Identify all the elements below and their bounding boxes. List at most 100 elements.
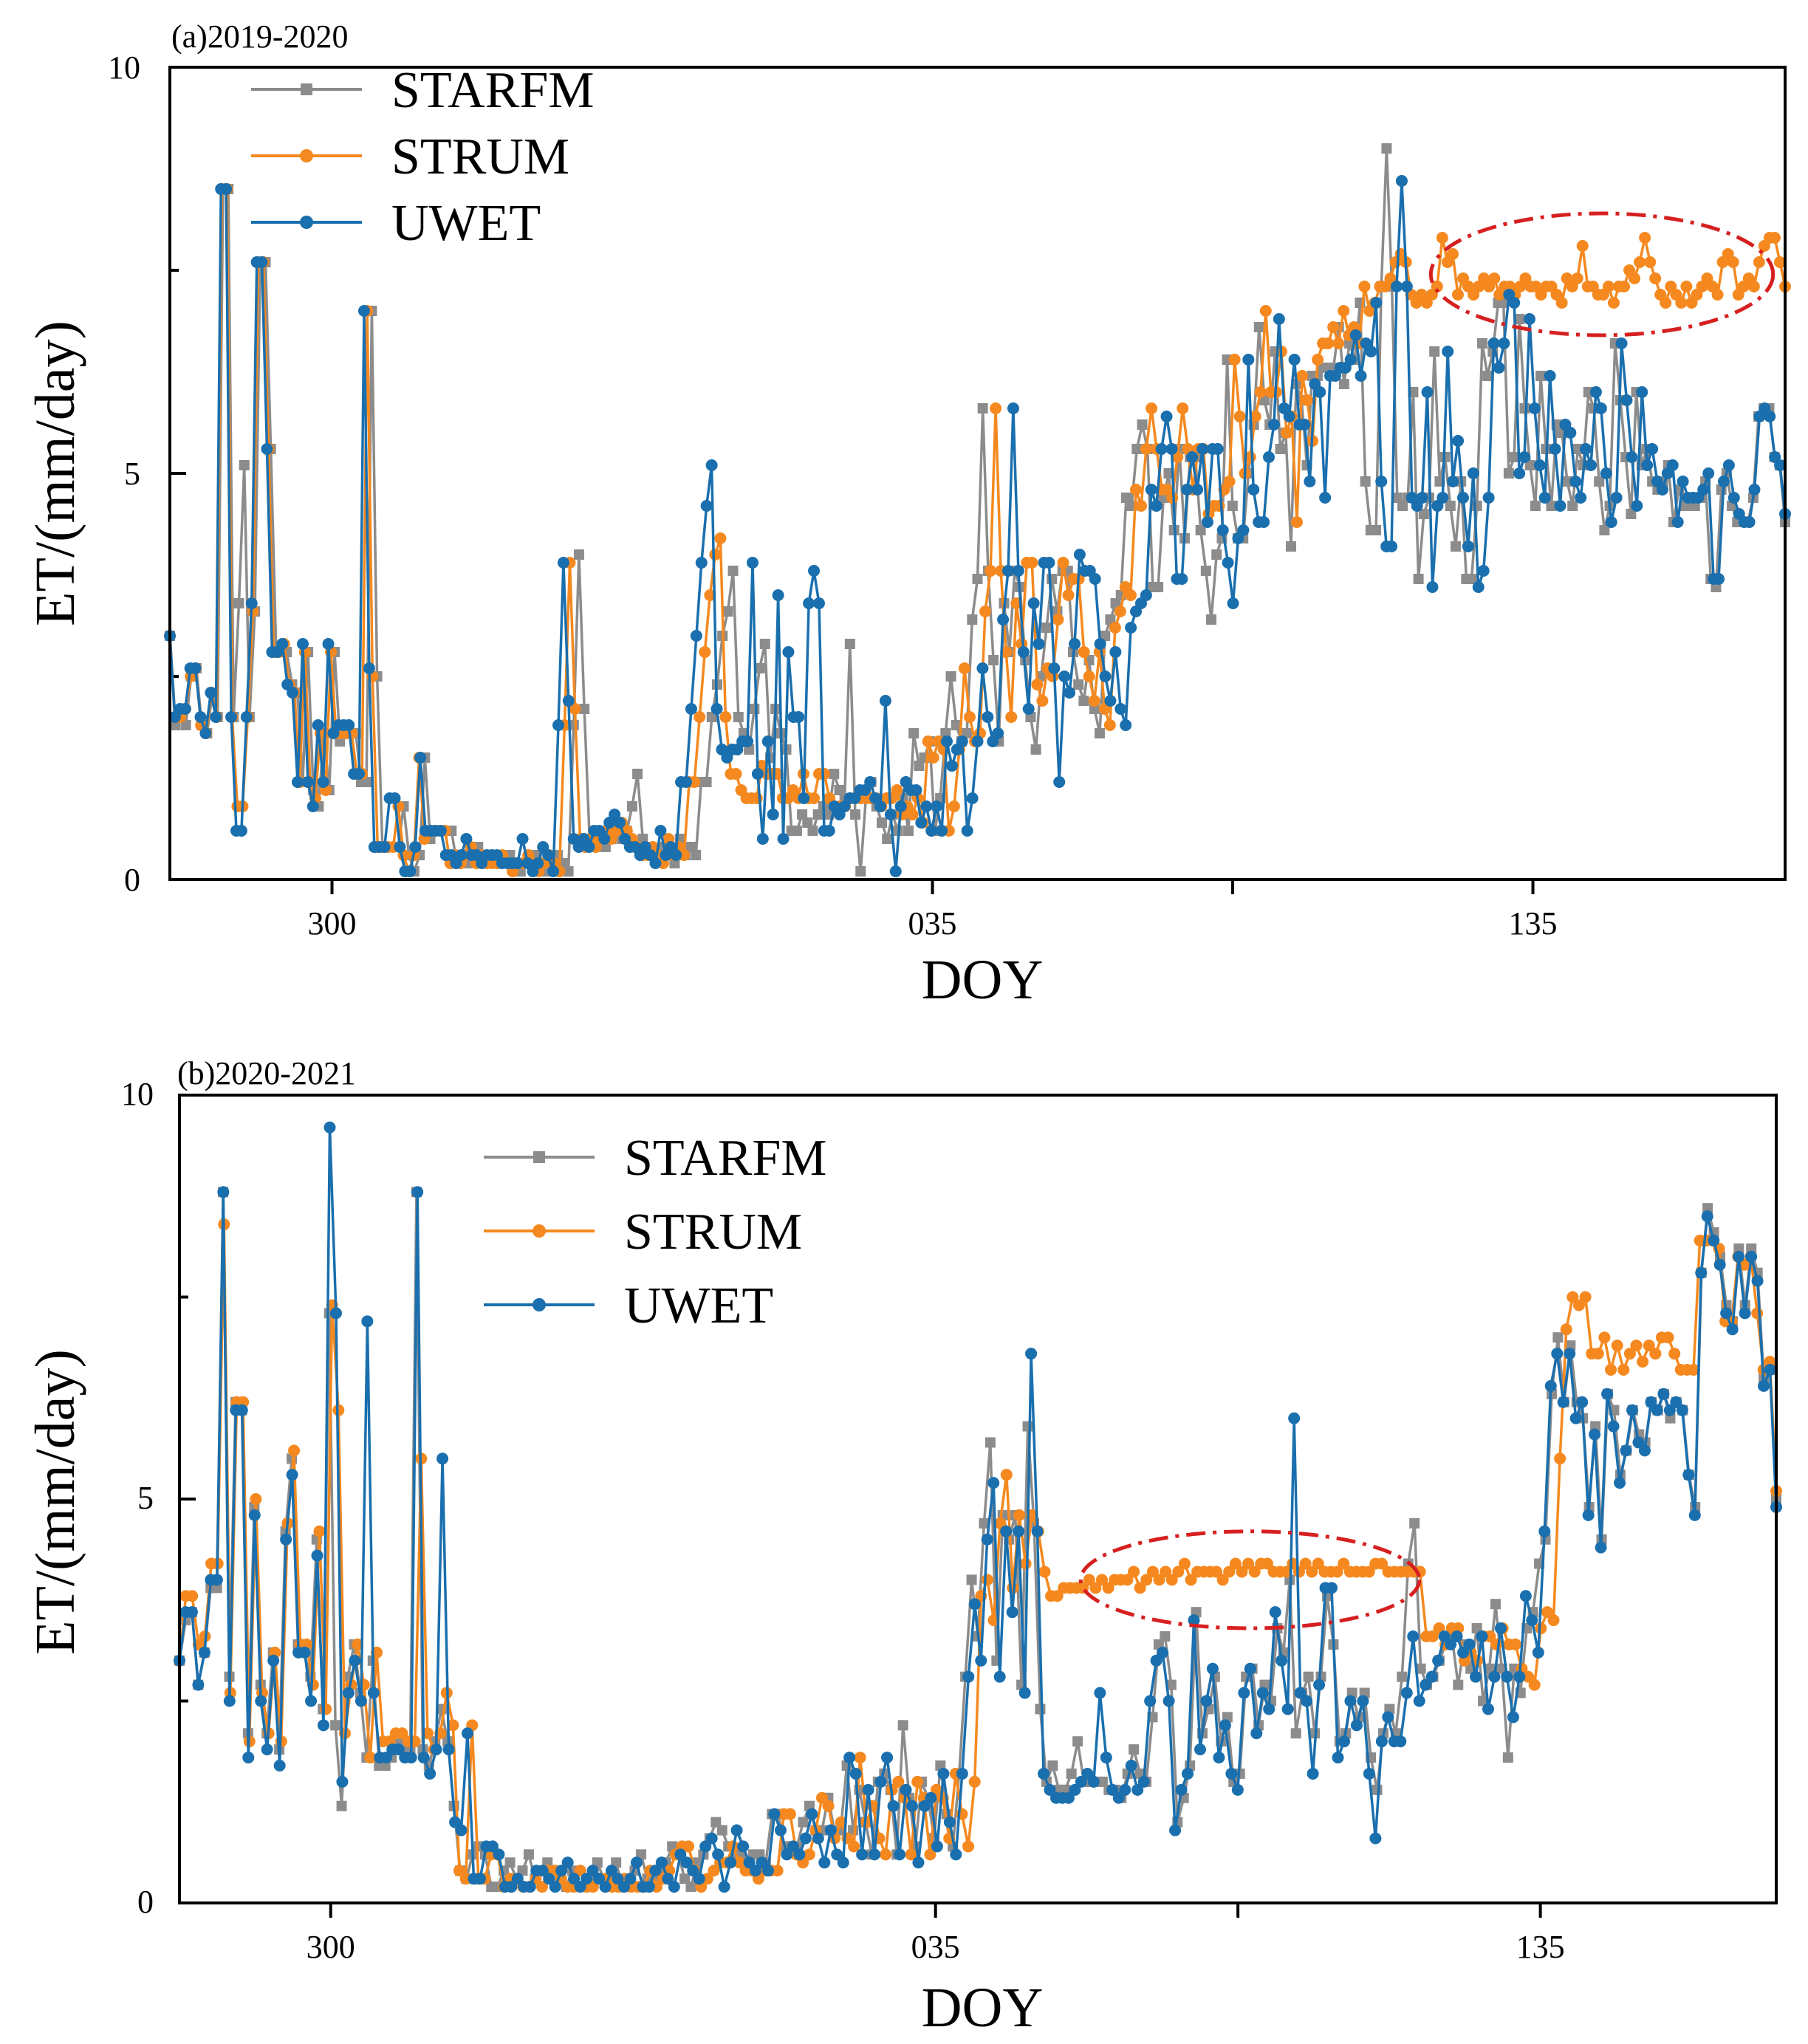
panel-a-point-uwet xyxy=(1349,329,1362,341)
panel-b-point-starfm xyxy=(1471,1623,1482,1634)
panel-a-point-starfm xyxy=(1530,501,1541,511)
panel-b-point-uwet xyxy=(705,1832,718,1845)
panel-a-point-uwet xyxy=(654,825,667,837)
panel-b-point-strum xyxy=(364,1752,377,1764)
panel-a-point-uwet xyxy=(1094,638,1106,650)
panel-b-point-starfm xyxy=(330,1720,341,1731)
panel-b-point-strum xyxy=(1153,1574,1165,1586)
panel-b-point-strum xyxy=(586,1881,599,1893)
panel-a-point-uwet xyxy=(1222,557,1234,569)
panel-a-point-strum xyxy=(1618,281,1631,292)
panel-a-highlight-ellipse xyxy=(1428,211,1776,337)
panel-a-point-strum xyxy=(1135,500,1148,512)
panel-b-point-uwet xyxy=(1275,1654,1288,1667)
panel-a-point-uwet xyxy=(1416,492,1428,504)
panel-a-point-uwet xyxy=(614,817,626,829)
panel-a-point-uwet xyxy=(1666,459,1679,471)
panel-b-point-uwet xyxy=(1363,1767,1375,1780)
panel-b-point-uwet xyxy=(1432,1654,1445,1667)
panel-b-point-uwet xyxy=(712,1848,725,1861)
panel-a-point-starfm xyxy=(1445,501,1456,511)
panel-a-point-starfm xyxy=(908,728,920,738)
panel-a-point-starfm xyxy=(802,817,813,828)
panel-b-point-strum xyxy=(1617,1363,1630,1376)
panel-b-point-uwet xyxy=(511,1873,524,1885)
panel-b-point-uwet xyxy=(1688,1509,1701,1521)
panel-b-point-uwet xyxy=(668,1881,680,1893)
panel-a-x-axis-title: DOY xyxy=(922,949,1044,1011)
panel-b-point-strum xyxy=(784,1808,796,1820)
panel-b-point-uwet xyxy=(1131,1783,1144,1796)
panel-a-point-uwet xyxy=(1626,451,1638,463)
panel-a-legend-item-strum: STRUM xyxy=(251,128,569,185)
panel-b-legend-marker-uwet xyxy=(533,1298,546,1311)
panel-a-point-uwet xyxy=(1370,297,1383,309)
panel-b-point-uwet xyxy=(1513,1670,1526,1683)
panel-a-point-uwet xyxy=(1697,484,1710,495)
panel-a-point-uwet xyxy=(1125,622,1137,634)
panel-b-point-uwet xyxy=(1538,1525,1551,1537)
panel-b-point-uwet xyxy=(718,1881,730,1893)
panel-a-point-strum xyxy=(1602,281,1614,292)
panel-a-point-uwet xyxy=(649,857,662,869)
panel-b-point-uwet xyxy=(1764,1363,1776,1376)
panel-a-point-uwet xyxy=(1452,435,1465,447)
panel-a-point-uwet xyxy=(1140,589,1152,601)
panel-a-point-uwet xyxy=(1764,411,1776,422)
panel-a-point-uwet xyxy=(1181,484,1194,495)
panel-b-point-uwet xyxy=(1488,1670,1501,1683)
panel-a-point-uwet xyxy=(976,662,989,674)
panel-a-point-starfm xyxy=(706,712,717,722)
panel-a-point-starfm xyxy=(1599,525,1610,535)
panel-b-point-starfm xyxy=(1129,1744,1140,1755)
panel-a-point-starfm xyxy=(988,655,999,665)
panel-a-point-uwet xyxy=(1447,476,1459,487)
panel-a-point-starfm xyxy=(812,809,823,820)
panel-a-point-uwet xyxy=(1002,565,1015,577)
panel-b-point-uwet xyxy=(1745,1250,1758,1263)
panel-a-point-uwet xyxy=(700,500,713,512)
panel-a-x-ticks: 300 035 135 xyxy=(308,879,1558,942)
panel-a-point-uwet xyxy=(1150,500,1162,512)
panel-a-point-starfm xyxy=(945,671,956,682)
panel-b-point-uwet xyxy=(1720,1307,1733,1320)
panel-b-point-uwet xyxy=(192,1678,205,1691)
panel-a-point-uwet xyxy=(772,589,784,601)
panel-b-point-uwet xyxy=(342,1687,355,1699)
panel-b-point-uwet xyxy=(674,1848,687,1861)
panel-b-point-uwet xyxy=(449,1816,462,1828)
panel-a-point-uwet xyxy=(455,849,468,861)
panel-b-point-strum xyxy=(453,1865,465,1877)
panel-b-point-uwet xyxy=(1589,1428,1601,1441)
panel-b-point-uwet xyxy=(1307,1767,1319,1780)
panel-b-plot-area xyxy=(174,1121,1782,1893)
panel-b-point-strum xyxy=(815,1791,828,1804)
panel-a-point-strum xyxy=(1114,606,1126,617)
panel-a-point-uwet xyxy=(256,256,268,268)
panel-b-point-strum xyxy=(1216,1574,1229,1586)
panel-a-point-strum xyxy=(963,711,976,723)
panel-a-point-starfm xyxy=(1360,476,1371,487)
panel-a-point-strum xyxy=(1103,719,1116,731)
panel-b-point-strum xyxy=(1560,1323,1572,1336)
panel-b-point-uwet xyxy=(905,1800,918,1812)
panel-a-point-uwet xyxy=(225,711,238,723)
panel-a-point-uwet xyxy=(460,833,473,845)
panel-b-point-uwet xyxy=(311,1549,323,1562)
panel-a-point-starfm xyxy=(1253,322,1264,332)
panel-b-point-uwet xyxy=(1269,1606,1281,1619)
panel-b-point-uwet xyxy=(1244,1662,1256,1675)
panel-b-point-uwet xyxy=(217,1186,230,1198)
panel-b-point-strum xyxy=(892,1775,905,1788)
panel-b-ytick-label-0: 0 xyxy=(137,1884,154,1920)
panel-b-point-uwet xyxy=(1507,1711,1519,1724)
panel-b-point-strum xyxy=(968,1775,981,1788)
panel-b-ytick-label-1: 5 xyxy=(137,1480,154,1516)
panel-b-point-starfm xyxy=(1702,1203,1713,1214)
panel-a-point-strum xyxy=(1607,297,1620,309)
panel-b-point-strum xyxy=(1280,1565,1292,1578)
panel-a-point-strum xyxy=(1312,354,1324,366)
panel-b-point-uwet xyxy=(799,1832,812,1845)
panel-a-point-uwet xyxy=(803,597,815,609)
panel-b-point-uwet xyxy=(424,1767,436,1780)
